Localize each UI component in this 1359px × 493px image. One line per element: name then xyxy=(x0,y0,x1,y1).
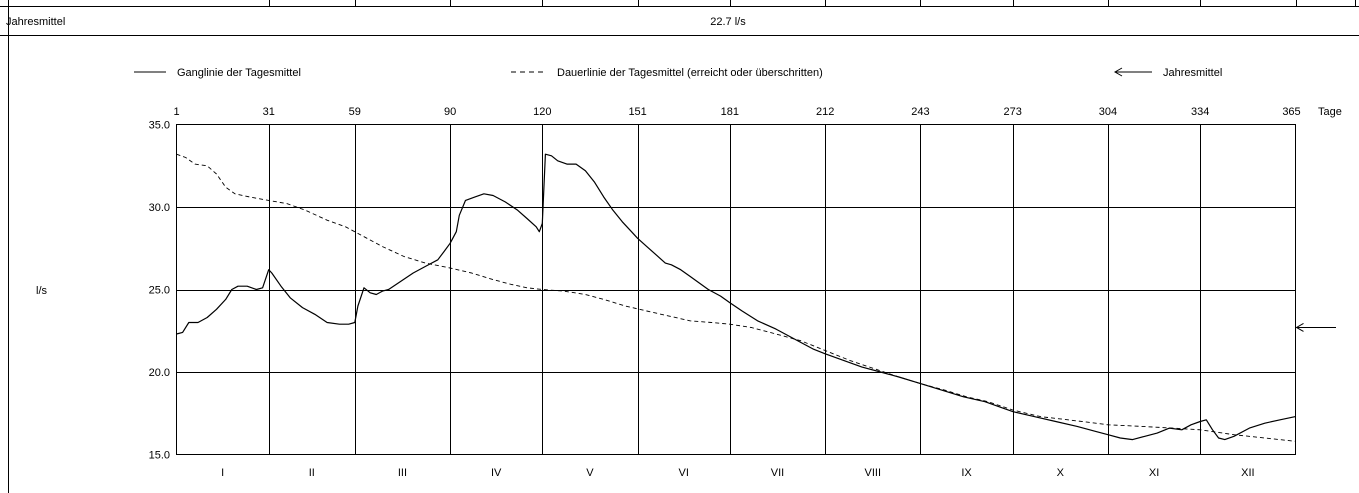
y-tick-label: 20.0 xyxy=(149,367,170,379)
month-labels: I II III IV V VI VII VIII IX X XI XII xyxy=(221,467,1254,479)
x-tick-label: 304 xyxy=(1099,106,1117,118)
x-tick-label: 151 xyxy=(628,106,646,118)
x-tick-label: 243 xyxy=(911,106,929,118)
month-label: VI xyxy=(679,467,689,479)
month-label: IX xyxy=(961,467,972,479)
series-lines xyxy=(176,153,1296,442)
x-axis-unit: Tage xyxy=(1318,106,1342,118)
mean-marker xyxy=(1295,323,1336,332)
legend-arrow-icon xyxy=(1113,67,1123,77)
month-label: X xyxy=(1057,467,1065,479)
legend-dauerlinie-label: Dauerlinie der Tagesmittel (erreicht ode… xyxy=(557,67,823,79)
y-axis-label: l/s xyxy=(36,285,48,297)
month-label: V xyxy=(586,467,594,479)
x-tick-label: 59 xyxy=(349,106,361,118)
chart-grid xyxy=(176,124,1296,455)
x-tick-label: 334 xyxy=(1191,106,1209,118)
header-column-stubs xyxy=(269,0,1356,7)
dauerlinie-series xyxy=(176,153,1296,442)
header-value: 22.7 l/s xyxy=(710,16,746,28)
x-tick-label: 365 xyxy=(1282,106,1300,118)
y-tick-label: 30.0 xyxy=(149,202,170,214)
y-tick-label: 25.0 xyxy=(149,285,170,297)
month-label: VII xyxy=(771,467,784,479)
x-tick-label: 212 xyxy=(816,106,834,118)
month-label: XI xyxy=(1149,467,1159,479)
legend: Ganglinie der Tagesmittel Dauerlinie der… xyxy=(134,67,1222,79)
month-label: III xyxy=(398,467,407,479)
ganglinie-series xyxy=(176,153,1296,441)
mean-arrow-icon xyxy=(1295,323,1304,332)
x-tick-label: 31 xyxy=(263,106,275,118)
x-tick-label: 90 xyxy=(444,106,456,118)
legend-ganglinie-label: Ganglinie der Tagesmittel xyxy=(177,67,301,79)
month-label: I xyxy=(221,467,224,479)
legend-jahresmittel-label: Jahresmittel xyxy=(1163,67,1222,79)
x-tick-label: 120 xyxy=(533,106,551,118)
x-tick-label: 181 xyxy=(721,106,739,118)
y-tick-label: 35.0 xyxy=(149,120,170,132)
month-label: II xyxy=(309,467,315,479)
y-tick-labels: 35.0 30.0 25.0 20.0 15.0 xyxy=(149,120,170,462)
month-label: XII xyxy=(1241,467,1254,479)
x-tick-label: 1 xyxy=(173,106,179,118)
month-label: VIII xyxy=(865,467,882,479)
y-tick-label: 15.0 xyxy=(149,450,170,462)
x-tick-label: 273 xyxy=(1003,106,1021,118)
x-tick-labels: 1 31 59 90 120 151 181 212 243 273 304 334 365 xyxy=(173,106,1300,118)
month-label: IV xyxy=(491,467,502,479)
header-label: Jahresmittel xyxy=(6,16,65,28)
plot-frame xyxy=(176,124,1296,455)
